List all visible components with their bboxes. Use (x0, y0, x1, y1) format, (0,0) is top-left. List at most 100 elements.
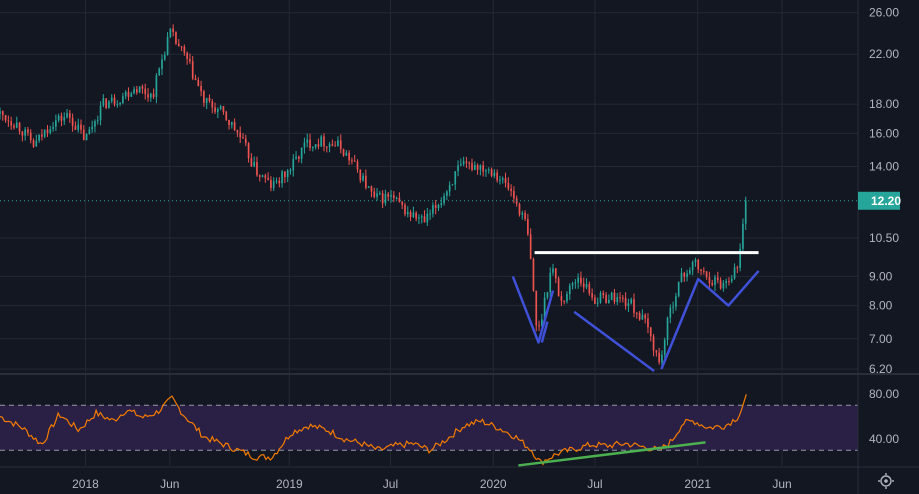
candle (149, 92, 152, 102)
candle (256, 156, 258, 177)
candle-body (465, 161, 468, 163)
candle (694, 257, 697, 267)
candle (675, 292, 677, 311)
candle-body (46, 129, 49, 133)
candle-body (644, 314, 647, 319)
candle (222, 105, 225, 115)
candle-body (499, 179, 501, 181)
candle-body (144, 88, 147, 95)
candle (700, 268, 702, 276)
candle-body (60, 115, 63, 121)
candle (292, 154, 295, 177)
candle (0, 107, 1, 120)
candle-body (281, 171, 283, 184)
candle-body (244, 138, 247, 144)
candle (96, 115, 99, 125)
candle-body (339, 140, 342, 150)
candle (412, 206, 415, 218)
candle-body (169, 28, 172, 38)
candle (401, 200, 404, 210)
price-tick-label: 9.00 (869, 269, 893, 283)
candle (122, 92, 124, 105)
candle-body (708, 277, 711, 284)
rsi-tick-label: 80.00 (869, 387, 899, 401)
candle-body (71, 117, 74, 126)
price-tick-label: 14.00 (869, 160, 899, 174)
candle-body (35, 140, 38, 147)
candle-body (568, 285, 571, 295)
candle (532, 257, 535, 292)
candle (390, 190, 392, 203)
candle (739, 243, 741, 272)
candle-body (384, 193, 387, 204)
settings-gear-icon[interactable] (878, 473, 894, 489)
candle-body (228, 119, 230, 126)
candle (172, 24, 175, 37)
candle-body (739, 248, 741, 268)
price-tick-label: 7.00 (869, 332, 893, 346)
candle-body (365, 175, 367, 188)
candle (49, 125, 52, 135)
candle-body (122, 96, 124, 103)
candle-body (571, 283, 574, 286)
candle-body (675, 296, 677, 307)
candle (147, 88, 149, 102)
candle (194, 74, 197, 81)
candle (345, 150, 348, 157)
candle (205, 97, 208, 110)
candle (267, 172, 269, 181)
candle (521, 210, 524, 220)
candle (733, 263, 736, 280)
candle-body (655, 350, 658, 353)
candle-body (236, 130, 239, 133)
candle-body (85, 134, 88, 141)
candle (462, 156, 465, 167)
candle-body (102, 98, 105, 106)
candle-body (594, 297, 596, 304)
candle-body (633, 299, 635, 313)
candle-body (392, 195, 395, 199)
candle-body (686, 273, 688, 277)
candle (7, 115, 10, 127)
candle-body (183, 46, 186, 53)
candle-body (367, 186, 370, 188)
pattern-line (511, 275, 555, 344)
candle-body (454, 171, 457, 185)
candle-body (493, 172, 496, 176)
candle-body (331, 144, 334, 146)
candle (88, 126, 91, 135)
candle (94, 119, 96, 133)
candle (80, 119, 82, 134)
candle (133, 86, 135, 95)
candle (680, 267, 683, 283)
candle (432, 202, 434, 218)
candle (264, 173, 267, 183)
candle (641, 309, 644, 320)
candle-body (543, 297, 546, 320)
candle-body (420, 216, 423, 218)
candle (499, 175, 501, 185)
candle (186, 51, 188, 65)
candle-body (136, 89, 138, 93)
candle-body (242, 137, 244, 139)
candle (177, 39, 180, 47)
candle-body (661, 354, 663, 363)
time-tick-label: 2020 (480, 477, 507, 491)
grid-lines (0, 0, 858, 466)
candle (630, 297, 633, 305)
time-tick-label: 2018 (72, 477, 99, 491)
candle (124, 90, 127, 100)
candle-body (258, 175, 261, 177)
candle-body (700, 269, 702, 271)
candle (214, 102, 216, 115)
candle-body (256, 161, 258, 176)
candle (591, 288, 593, 301)
candle-body (376, 193, 378, 197)
candle (392, 191, 395, 203)
candle (359, 169, 362, 184)
candle (208, 94, 211, 103)
candle-body (261, 175, 264, 177)
candle (55, 114, 57, 131)
candle-body (225, 111, 228, 120)
candle (63, 112, 66, 125)
